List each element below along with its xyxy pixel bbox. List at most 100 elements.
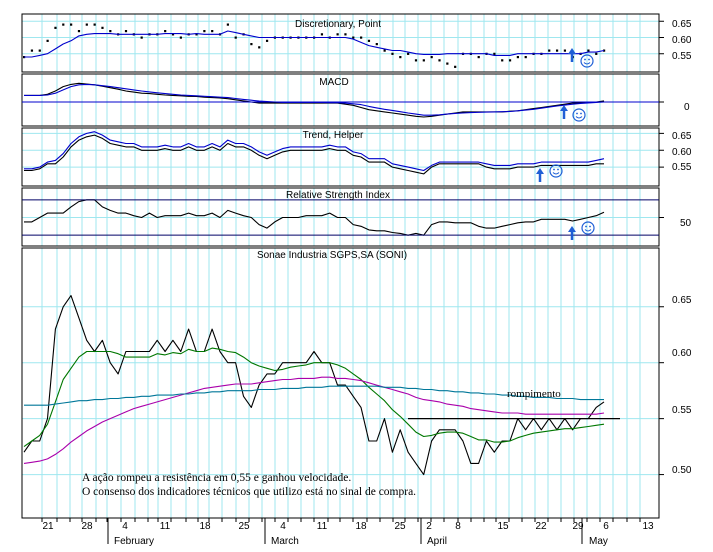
- buy-arrow-head: [568, 226, 576, 232]
- smiley-eye: [553, 168, 555, 171]
- x-tick-label: 4: [280, 521, 286, 532]
- x-axis: 21 28 4 11 18 25 4 11 18 25 2 8 15 22 29…: [42, 521, 654, 547]
- data-point: [195, 33, 198, 36]
- smiley-icon: [572, 108, 586, 122]
- series-line-price-ma-short: [23, 347, 605, 448]
- data-point: [85, 23, 88, 26]
- x-tick-label: 4: [122, 521, 128, 532]
- panel-title-discretionary: Discretionary, Point: [295, 19, 381, 30]
- data-point: [164, 30, 167, 33]
- series-line-discretionary: [24, 30, 605, 58]
- data-point: [250, 43, 253, 46]
- data-point: [234, 36, 237, 39]
- data-point: [140, 36, 143, 39]
- buy-arrow-head: [560, 105, 568, 111]
- x-tick-label: 21: [42, 521, 54, 532]
- data-point: [555, 49, 559, 52]
- data-point: [352, 36, 355, 39]
- smiley-icon: [549, 164, 563, 178]
- x-tick-label: 15: [497, 521, 509, 532]
- data-point: [203, 30, 206, 33]
- data-point: [524, 56, 527, 59]
- smiley-eye: [585, 225, 587, 228]
- y-tick-label: 0.55: [672, 51, 692, 62]
- y-tick-label: 0.60: [672, 348, 692, 359]
- x-tick-label: 11: [160, 521, 171, 532]
- smiley-mouth: [575, 116, 583, 119]
- panel-frame-trend: [21, 127, 660, 187]
- y-tick-label: 0.65: [672, 19, 692, 30]
- x-tick-label: 6: [603, 521, 609, 532]
- data-point: [375, 43, 378, 46]
- series-line-trend: [24, 134, 604, 175]
- data-point: [438, 59, 441, 62]
- smiley-eye: [588, 58, 590, 61]
- series-line-price-ma-long: [24, 385, 604, 406]
- x-tick-label: 11: [317, 521, 328, 532]
- x-tick-label: 18: [355, 521, 367, 532]
- x-tick-label: 25: [238, 521, 250, 532]
- smiley-eye: [580, 112, 582, 115]
- data-point: [344, 33, 347, 36]
- data-point: [548, 49, 551, 52]
- panel-frame-rsi: [21, 187, 660, 247]
- panel-title-macd: MACD: [319, 77, 348, 88]
- data-point: [367, 39, 371, 42]
- data-point: [265, 39, 269, 42]
- panel-title-price: Sonae Industria SGPS,SA (SONI): [257, 250, 407, 261]
- note-line-1: A ação rompeu a resistência em 0,55 e ga…: [82, 472, 351, 484]
- data-point: [477, 56, 480, 59]
- data-point: [430, 56, 433, 59]
- data-point: [391, 52, 394, 55]
- y-tick-label: 0.60: [672, 147, 692, 158]
- data-point: [30, 49, 34, 52]
- data-point: [516, 56, 519, 59]
- month-label-february: February: [114, 536, 154, 547]
- data-point: [399, 56, 402, 59]
- data-point: [508, 59, 512, 62]
- series-layer: [23, 23, 606, 476]
- buy-arrow-icon: [568, 226, 576, 240]
- y-tick-label: 0.65: [672, 131, 692, 142]
- data-point: [383, 49, 386, 52]
- data-point: [454, 65, 457, 68]
- data-point: [414, 59, 418, 62]
- y-tick-label: 0.60: [672, 35, 692, 46]
- x-tick-label: 28: [81, 521, 93, 532]
- note-line-2: O consenso dos indicadores técnicos que …: [82, 486, 416, 498]
- data-point: [595, 52, 598, 55]
- data-point: [501, 59, 504, 62]
- panel-frame-discretionary: [21, 13, 660, 73]
- data-point: [587, 49, 590, 52]
- y-tick-label: 0: [684, 102, 690, 113]
- data-point: [603, 49, 606, 52]
- data-point: [38, 49, 41, 52]
- panel-frame-macd: [21, 73, 660, 127]
- y-tick-label: 0.65: [672, 295, 692, 306]
- y-axis-macd: 0: [684, 102, 690, 113]
- x-tick-label: 22: [535, 521, 547, 532]
- smiley-mouth: [552, 172, 560, 175]
- data-point: [124, 30, 128, 33]
- month-label-may: May: [589, 536, 608, 547]
- data-point: [320, 33, 324, 36]
- data-point: [336, 33, 339, 36]
- y-axis-trend: 0.65 0.60 0.55: [672, 131, 692, 173]
- data-point: [211, 30, 214, 33]
- smiley-face: [580, 54, 594, 68]
- smiley-eye: [589, 225, 591, 228]
- y-axis-price: 0.65 0.60 0.55 0.50: [672, 295, 692, 476]
- data-point: [171, 33, 175, 36]
- x-tick-label: 25: [394, 521, 406, 532]
- series-line-rsi: [24, 199, 605, 236]
- y-tick-label: 50: [680, 218, 692, 229]
- data-point: [70, 23, 73, 26]
- x-tick-label: 29: [572, 521, 584, 532]
- data-point: [93, 23, 96, 26]
- y-tick-label: 0.55: [672, 405, 692, 416]
- smiley-eye: [576, 112, 578, 115]
- buy-arrow-head: [536, 168, 544, 174]
- x-tick-label: 13: [642, 521, 654, 532]
- annotations-layer: [22, 48, 659, 420]
- data-point: [54, 26, 57, 29]
